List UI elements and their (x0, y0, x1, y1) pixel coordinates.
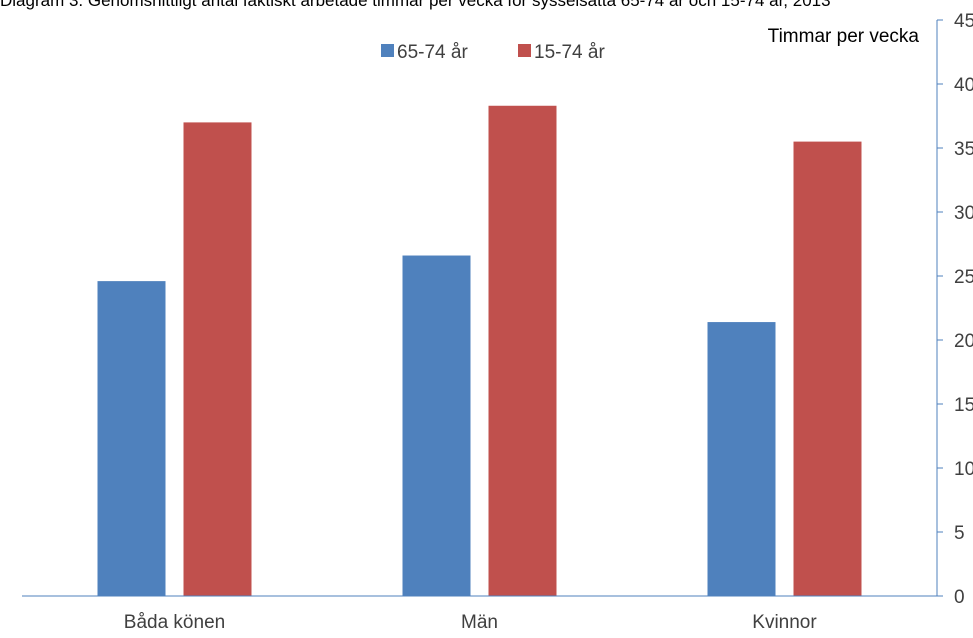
chart-caption: Diagram 3. Genomsnittligt antal faktiskt… (0, 0, 831, 10)
x-axis-labels: Båda könen Män Kvinnor (124, 612, 818, 633)
bar-15-74år-0 (183, 122, 252, 597)
legend-swatch (381, 44, 394, 57)
legend: 65-74 år 15-74 år (381, 42, 605, 63)
legend-label: 15-74 år (534, 42, 605, 63)
legend-label: 65-74 år (397, 42, 468, 63)
bars-group (97, 105, 862, 597)
y-tick-label: 35 (954, 139, 973, 160)
x-tick-label: Båda könen (124, 612, 225, 633)
y-tick-label: 5 (954, 523, 965, 544)
y-tick-label: 10 (954, 459, 973, 480)
y-tick-label: 15 (954, 395, 973, 416)
bar-65-74år-0 (97, 281, 166, 596)
bar-65-74år-2 (707, 322, 776, 596)
bar-15-74år-2 (793, 141, 862, 596)
legend-swatch (518, 44, 531, 57)
x-tick-label: Kvinnor (752, 612, 817, 633)
y-tick-label: 0 (954, 587, 965, 608)
y-tick-label: 40 (954, 75, 973, 96)
bar-65-74år-1 (402, 255, 471, 596)
y-tick-label: 25 (954, 267, 973, 288)
y-tick-label: 20 (954, 331, 973, 352)
y-tick-label: 30 (954, 203, 973, 224)
y-axis-title: Timmar per vecka (768, 26, 920, 47)
bar-15-74år-1 (488, 105, 557, 596)
y-tick-label: 45 (954, 11, 973, 32)
y-axis-ticks: 0 5 10 15 20 25 30 35 40 45 (937, 11, 973, 608)
x-tick-label: Män (461, 612, 498, 633)
